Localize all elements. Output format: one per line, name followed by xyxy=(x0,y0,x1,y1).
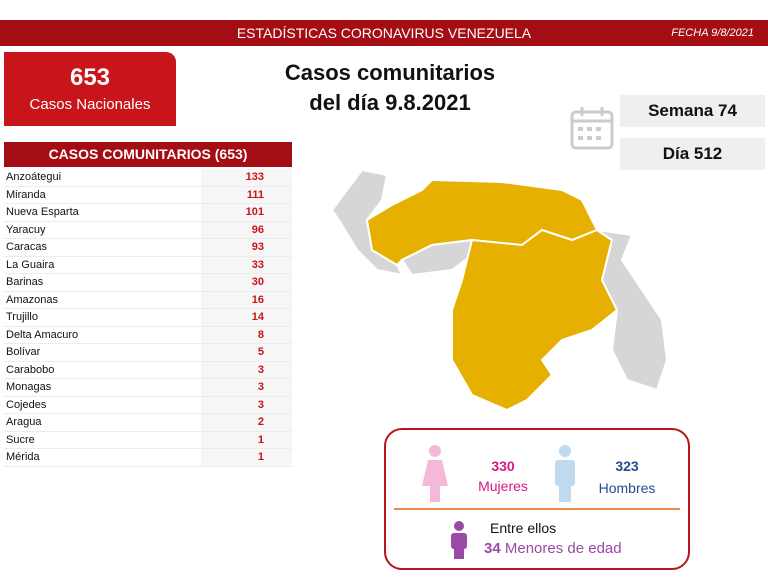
state-count: 30 xyxy=(201,274,292,291)
table: Anzoátegui 133 Miranda 111 Nueva Esparta 101 Y… xyxy=(4,169,292,467)
state-name: Caracas xyxy=(6,241,47,253)
state-count: 101 xyxy=(201,204,292,221)
state-count: 14 xyxy=(201,309,292,326)
woman-icon xyxy=(422,445,448,502)
minors-label: Menores de edad xyxy=(504,540,622,557)
state-name: Amazonas xyxy=(6,293,58,306)
table-row: Aragua 2 xyxy=(4,414,292,432)
table-row: Miranda 111 xyxy=(4,186,292,204)
state-count: 133 xyxy=(201,169,292,186)
men-value: 323 xyxy=(615,458,639,474)
state-name: Trujillo xyxy=(6,311,38,323)
table-row: Barinas 30 xyxy=(4,274,292,292)
day: Día 512 xyxy=(620,138,765,170)
table-title: CASOS COMUNITARIOS (653) xyxy=(4,142,292,167)
state-count: 93 xyxy=(201,239,292,256)
state-name: Aragua xyxy=(6,416,42,428)
table-row: Delta Amacuro 8 xyxy=(4,326,292,344)
national-label: Casos Nacionales xyxy=(29,96,151,113)
header-title: ESTADÍSTICAS CORONAVIRUS VENEZUELA xyxy=(236,25,532,41)
women-label: Mujeres xyxy=(478,478,528,494)
state-name: Yaracuy xyxy=(6,223,46,236)
state-count: 16 xyxy=(201,291,292,308)
man-icon xyxy=(555,445,575,502)
state-name: Delta Amacuro xyxy=(6,328,79,341)
table-row: Bolívar 5 xyxy=(4,344,292,362)
table-row: Anzoátegui 133 xyxy=(4,169,292,187)
minors-intro: Entre ellos xyxy=(490,520,557,536)
state-name: Carabobo xyxy=(6,363,55,376)
state-name: Bolívar xyxy=(6,346,41,358)
state-name: Cojedes xyxy=(6,398,47,411)
state-count: 1 xyxy=(201,431,292,448)
state-name: La Guaira xyxy=(6,258,55,271)
state-count: 3 xyxy=(201,379,292,396)
table-row: Carabobo 3 xyxy=(4,361,292,379)
week: Semana 74 xyxy=(620,95,765,127)
state-name: Anzoátegui xyxy=(6,171,62,183)
state-name: Barinas xyxy=(6,276,44,288)
national-box: 653 Casos Nacionales xyxy=(4,52,176,126)
state-name: Miranda xyxy=(6,188,46,201)
minors-value: 34 xyxy=(484,540,501,557)
table-row: Trujillo 14 xyxy=(4,309,292,327)
table-row: Sucre 1 xyxy=(4,431,292,449)
table-row: Cojedes 3 xyxy=(4,396,292,414)
women-value: 330 xyxy=(491,458,515,474)
men-label: Hombres xyxy=(598,480,656,496)
state-name: Sucre xyxy=(6,433,35,446)
child-icon xyxy=(451,521,467,559)
table-row: Nueva Esparta 101 xyxy=(4,204,292,222)
table-row: Amazonas 16 xyxy=(4,291,292,309)
state-count: 3 xyxy=(201,361,292,378)
table-row: Monagas 3 xyxy=(4,379,292,397)
headline: Casos comunitarios del día 9.8.2021 xyxy=(250,58,530,118)
headline-line: Casos comunitarios xyxy=(284,60,496,85)
map xyxy=(330,168,669,412)
table-row: La Guaira 33 xyxy=(4,256,292,274)
state-count: 96 xyxy=(201,221,292,238)
state-count: 111 xyxy=(201,186,292,203)
minors: 34 Menores de edad xyxy=(484,540,622,557)
state-count: 1 xyxy=(201,449,292,466)
state-name: Mérida xyxy=(6,451,40,463)
state-count: 33 xyxy=(201,256,292,273)
table-row: Mérida 1 xyxy=(4,449,292,467)
state-count: 2 xyxy=(201,414,292,431)
headline-line: del día 9.8.2021 xyxy=(309,90,471,115)
table-row: Caracas 93 xyxy=(4,239,292,257)
state-count: 8 xyxy=(201,326,292,343)
state-name: Monagas xyxy=(6,381,52,393)
calendar-icon xyxy=(570,107,614,150)
state-count: 5 xyxy=(201,344,292,361)
state-name: Nueva Esparta xyxy=(6,206,79,218)
divider xyxy=(394,508,680,510)
table-row: Yaracuy 96 xyxy=(4,221,292,239)
gender-box: 330 Mujeres 323 Hombres Entre ellos 34 M… xyxy=(384,428,690,570)
header-bar: ESTADÍSTICAS CORONAVIRUS VENEZUELA FECHA… xyxy=(0,20,768,46)
national-value: 653 xyxy=(69,64,111,91)
state-count: 3 xyxy=(201,396,292,413)
header-date: FECHA 9/8/2021 xyxy=(671,27,754,39)
